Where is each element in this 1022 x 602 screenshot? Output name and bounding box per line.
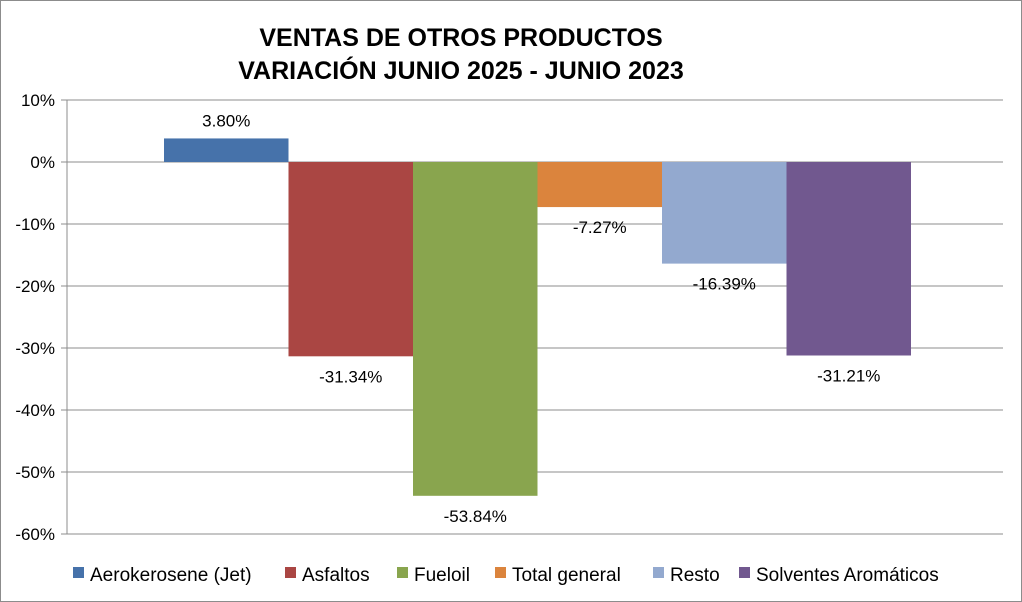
- y-axis-ticks: 10% 0% -10% -20% -30% -40% -50% -60%: [15, 91, 55, 544]
- legend-label: Resto: [670, 565, 720, 586]
- legend-swatch: [397, 567, 408, 578]
- legend-label: Fueloil: [414, 565, 470, 586]
- data-labels: 3.80% -31.34% -53.84% -7.27% -16.39% -31.21%: [202, 111, 880, 525]
- legend-label: Asfaltos: [302, 565, 370, 586]
- y-tick-label: -60%: [15, 525, 55, 544]
- data-label: 3.80%: [202, 111, 250, 130]
- legend-swatch: [495, 567, 506, 578]
- bar-aerokerosene-jet: [164, 138, 289, 162]
- y-tick-label: -20%: [15, 277, 55, 296]
- data-label: -31.21%: [817, 367, 880, 386]
- legend-swatch: [285, 567, 296, 578]
- bars: [164, 138, 911, 496]
- legend: Aerokerosene (Jet) Asfaltos Fueloil Total g…: [73, 565, 939, 586]
- bar-solventes-arom-ticos: [786, 162, 911, 356]
- legend-swatch: [653, 567, 664, 578]
- y-tick-label: -40%: [15, 401, 55, 420]
- legend-label: Solventes Aromáticos: [756, 565, 939, 586]
- y-tick-label: -10%: [15, 215, 55, 234]
- legend-label: Aerokerosene (Jet): [90, 565, 252, 586]
- data-label: -7.27%: [573, 218, 627, 237]
- bar-fueloil: [413, 162, 538, 496]
- legend-label: Total general: [512, 565, 621, 586]
- bar-resto: [662, 162, 787, 264]
- y-tick-label: -50%: [15, 463, 55, 482]
- legend-swatch: [73, 567, 84, 578]
- chart-title-line-1: VENTAS DE OTROS PRODUCTOS: [259, 24, 662, 52]
- data-label: -16.39%: [693, 275, 756, 294]
- legend-swatch: [739, 567, 750, 578]
- bar-total-general: [537, 162, 662, 208]
- chart-title-line-2: VARIACIÓN JUNIO 2025 - JUNIO 2023: [238, 55, 684, 85]
- data-label: -31.34%: [319, 367, 382, 386]
- bar-asfaltos: [288, 162, 413, 357]
- chart-title: VENTAS DE OTROS PRODUCTOS VARIACIÓN JUNI…: [238, 24, 684, 85]
- data-label: -53.84%: [444, 507, 507, 526]
- y-tick-label: -30%: [15, 339, 55, 358]
- y-tick-label: 0%: [30, 153, 55, 172]
- y-tick-label: 10%: [21, 91, 55, 110]
